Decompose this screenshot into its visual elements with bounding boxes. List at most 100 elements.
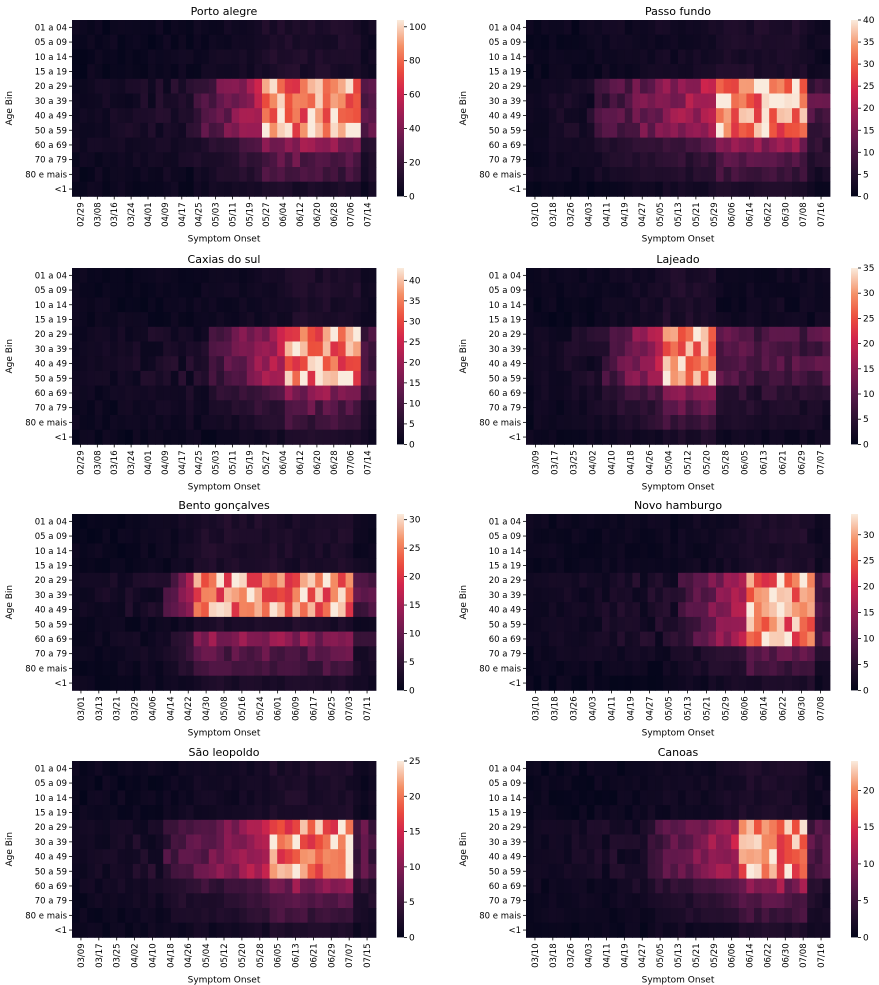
heatmap-cell <box>360 108 369 124</box>
heatmap-cell <box>746 108 755 124</box>
heatmap-cell <box>110 385 118 401</box>
heatmap-cell <box>330 167 339 183</box>
heatmap-cell <box>125 49 134 65</box>
heatmap-cell <box>609 790 618 806</box>
heatmap-cell <box>769 514 778 530</box>
heatmap-cell <box>617 341 626 357</box>
heatmap-cell <box>579 34 588 50</box>
heatmap-cell <box>784 558 793 574</box>
heatmap-cell <box>360 282 369 298</box>
heatmap-cell <box>571 675 580 691</box>
heatmap-cell <box>79 20 88 36</box>
heatmap-cell <box>678 908 686 924</box>
heatmap-cell <box>769 922 778 938</box>
heatmap-cell <box>693 49 702 65</box>
heatmap-cell <box>776 326 785 342</box>
y-tick-label: 10 a 14 <box>489 547 521 557</box>
heatmap-cell <box>731 20 740 36</box>
heatmap-cell <box>201 49 210 65</box>
heatmap-cell <box>193 528 202 544</box>
heatmap-cell <box>640 415 648 431</box>
heatmap-cell <box>708 514 717 530</box>
heatmap-cell <box>330 93 339 109</box>
heatmap-cell <box>224 341 232 357</box>
heatmap-cell <box>708 49 717 65</box>
heatmap-cell <box>322 429 331 445</box>
heatmap-cell <box>533 761 542 777</box>
heatmap-cell <box>814 64 823 80</box>
heatmap-cell <box>556 761 565 777</box>
heatmap-cell <box>208 297 217 313</box>
heatmap-cell <box>72 819 80 835</box>
heatmap-cell <box>693 878 702 894</box>
heatmap-cell <box>738 78 747 94</box>
heatmap-cell <box>110 893 118 909</box>
x-tick-label: 05/29 <box>722 696 732 721</box>
heatmap-cell <box>117 167 126 183</box>
heatmap-cell <box>776 661 785 677</box>
heatmap-cell <box>345 675 354 691</box>
heatmap-cell <box>723 849 732 865</box>
heatmap-cell <box>776 64 785 80</box>
heatmap-cell <box>186 646 194 662</box>
heatmap-cell <box>315 415 324 431</box>
heatmap-cell <box>685 400 694 416</box>
heatmap-cell <box>548 385 557 401</box>
heatmap-cell <box>224 122 232 138</box>
heatmap-cell <box>807 908 816 924</box>
heatmap-cell <box>201 34 210 50</box>
heatmap-cell <box>655 602 664 618</box>
heatmap-cell <box>186 543 194 559</box>
heatmap-cell <box>239 108 248 124</box>
heatmap-cell <box>792 167 800 183</box>
heatmap-cell <box>761 297 770 313</box>
heatmap-cell <box>292 64 301 80</box>
heatmap-cell <box>163 646 172 662</box>
heatmap-cell <box>307 297 316 313</box>
heatmap-cell <box>87 646 96 662</box>
heatmap-cell <box>769 181 778 197</box>
heatmap-cell <box>754 646 762 662</box>
heatmap-cell <box>338 587 346 603</box>
heatmap-cell <box>330 646 339 662</box>
heatmap-cell <box>246 93 255 109</box>
heatmap-cell <box>548 834 557 850</box>
heatmap-cell <box>609 152 618 168</box>
heatmap-cell <box>79 805 88 821</box>
heatmap-cell <box>640 181 648 197</box>
heatmap-cell <box>300 863 308 879</box>
heatmap-cell <box>292 819 301 835</box>
heatmap-cell <box>110 326 118 342</box>
heatmap-cell <box>110 34 118 50</box>
heatmap-cell <box>571 167 580 183</box>
x-tick-label: 07/07 <box>345 943 355 968</box>
heatmap-cell <box>624 908 633 924</box>
heatmap-cell <box>262 878 270 894</box>
heatmap-cell <box>807 558 816 574</box>
heatmap-cell <box>738 819 747 835</box>
heatmap-cell <box>246 863 255 879</box>
heatmap-cell <box>746 282 755 298</box>
heatmap-cell <box>94 572 103 588</box>
heatmap-cell <box>163 137 172 153</box>
heatmap-cell <box>117 675 126 691</box>
heatmap-cell <box>178 341 187 357</box>
x-tick-label: 03/10 <box>532 696 542 721</box>
heatmap-cell <box>132 312 141 328</box>
heatmap-cell <box>72 415 80 431</box>
heatmap-cell <box>300 370 308 386</box>
heatmap-cell <box>662 370 671 386</box>
heatmap-cell <box>799 49 808 65</box>
x-tick-label: 04/01 <box>144 450 154 475</box>
heatmap-cell <box>208 558 217 574</box>
heatmap-cell <box>746 528 755 544</box>
heatmap-cell <box>193 385 202 401</box>
heatmap-cell <box>216 137 225 153</box>
heatmap-cell <box>564 297 572 313</box>
heatmap-cell <box>322 646 331 662</box>
heatmap-cell <box>360 312 369 328</box>
heatmap-cell <box>94 675 103 691</box>
heatmap-cell <box>814 312 823 328</box>
heatmap-cell <box>784 675 793 691</box>
heatmap-cell <box>799 761 808 777</box>
